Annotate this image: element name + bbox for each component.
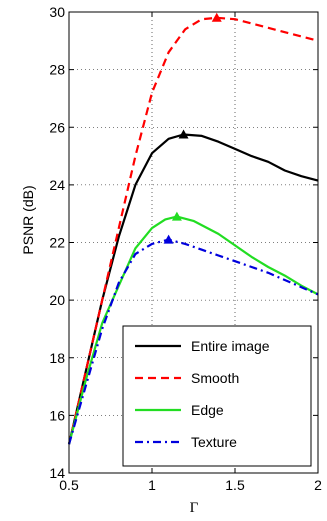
x-axis-label: Γ xyxy=(190,500,199,516)
y-tick-label: 22 xyxy=(49,235,65,251)
y-tick-label: 18 xyxy=(49,350,65,366)
legend-label: Entire image xyxy=(191,338,270,354)
x-tick-label: 2 xyxy=(314,477,322,493)
y-tick-labels: 14 16 18 20 22 24 26 28 30 xyxy=(49,4,65,481)
peak-marker xyxy=(171,211,182,221)
y-tick-label: 20 xyxy=(49,292,65,308)
y-tick-label: 16 xyxy=(49,407,65,423)
legend-label: Edge xyxy=(191,402,224,418)
series-line xyxy=(67,16,319,445)
peak-marker xyxy=(163,234,174,244)
y-tick-label: 24 xyxy=(49,177,65,193)
y-tick-label: 28 xyxy=(49,62,65,78)
x-tick-labels: 0.5 1 1.5 2 xyxy=(59,477,322,493)
peak-marker xyxy=(178,129,189,139)
x-tick-label: 1.5 xyxy=(225,477,245,493)
series-line xyxy=(67,133,319,445)
y-tick-label: 26 xyxy=(49,119,65,135)
y-axis-label: PSNR (dB) xyxy=(20,185,36,254)
x-tick-label: 0.5 xyxy=(59,477,79,493)
series-lines xyxy=(67,16,319,445)
y-tick-label: 14 xyxy=(49,465,65,481)
legend-label: Smooth xyxy=(191,370,239,386)
x-tick-label: 1 xyxy=(148,477,156,493)
legend: Entire image Smooth Edge Texture xyxy=(122,325,312,467)
axis-ticks xyxy=(68,11,319,474)
peak-marker xyxy=(211,12,222,22)
peak-markers xyxy=(163,12,222,244)
legend-label: Texture xyxy=(191,434,237,450)
series-line xyxy=(67,238,319,445)
y-tick-label: 30 xyxy=(49,4,65,20)
